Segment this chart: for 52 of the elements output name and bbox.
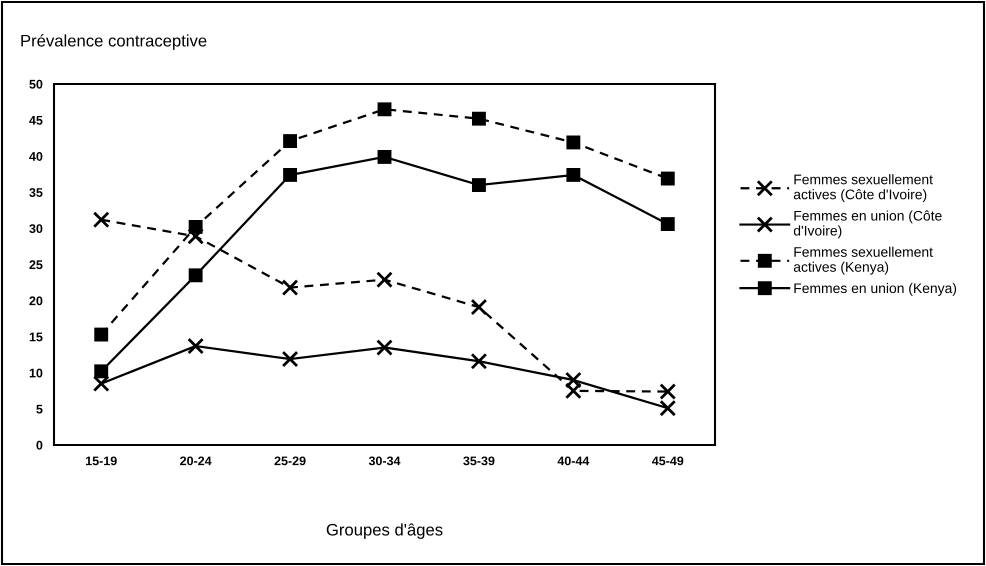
y-tick-label: 15 xyxy=(30,332,43,342)
point xyxy=(660,217,675,232)
point xyxy=(472,112,486,126)
point xyxy=(188,268,203,282)
y-tick-label: 50 xyxy=(29,80,42,89)
point xyxy=(283,168,298,182)
y-tick-label: 45 xyxy=(29,116,43,125)
point xyxy=(92,375,110,392)
y-tick-label: 10 xyxy=(30,368,42,378)
x-tick-label: 25-29 xyxy=(274,456,306,466)
point xyxy=(188,220,203,234)
point xyxy=(659,383,676,400)
x-axis-title: Groupes d'âges xyxy=(326,523,442,539)
x-tick-label: 40-44 xyxy=(558,456,590,466)
point xyxy=(376,339,393,356)
point xyxy=(283,134,298,148)
y-tick-label: 5 xyxy=(36,404,43,414)
legend-label: Femmes sexuellement actives (Kenya) xyxy=(794,246,933,275)
x-tick-label: 20-24 xyxy=(180,456,212,466)
y-tick-label: 20 xyxy=(29,296,42,306)
point xyxy=(566,168,580,182)
point xyxy=(470,298,488,316)
point xyxy=(94,328,108,342)
y-tick-label: 40 xyxy=(29,152,42,161)
point xyxy=(472,178,486,192)
x-tick-label: 45-49 xyxy=(652,456,684,466)
point xyxy=(660,172,675,186)
point xyxy=(470,352,488,370)
point xyxy=(378,150,392,164)
y-tick-label: 30 xyxy=(29,224,42,234)
y-tick-label: 35 xyxy=(29,188,43,197)
point xyxy=(282,279,298,296)
y-tick-label: 0 xyxy=(36,440,42,450)
y-tick-label: 25 xyxy=(29,260,43,270)
x-tick-label: 15-19 xyxy=(86,456,117,466)
point xyxy=(378,102,392,116)
point xyxy=(565,382,582,400)
point xyxy=(565,372,582,388)
chart-title: Prévalence contraceptive xyxy=(21,34,206,50)
point xyxy=(187,228,204,245)
point xyxy=(187,338,204,354)
point xyxy=(94,364,108,378)
point xyxy=(282,350,298,368)
x-tick-label: 30-34 xyxy=(368,456,400,466)
point xyxy=(92,211,110,228)
legend-label: Femmes en union (Côte d'Ivoire) xyxy=(794,210,942,238)
point xyxy=(376,271,393,288)
x-tick-label: 35-39 xyxy=(463,456,494,466)
legend-label: Femmes en union (Kenya) xyxy=(794,282,956,296)
point xyxy=(659,400,676,417)
point xyxy=(566,136,580,150)
legend-label: Femmes sexuellement actives (Côte d'Ivoire) xyxy=(794,174,933,202)
